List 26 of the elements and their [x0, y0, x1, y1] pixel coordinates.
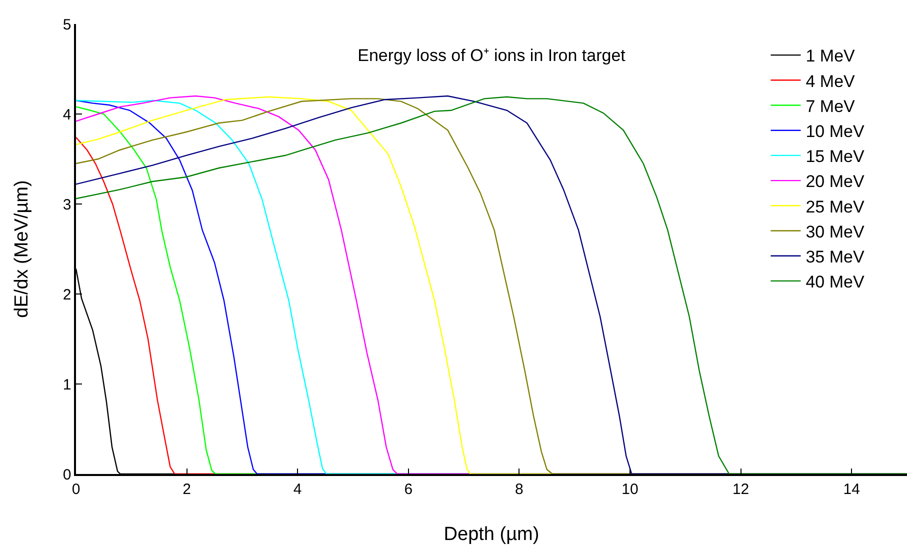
legend-label: 25 MeV — [806, 197, 865, 216]
y-tick-label: 0 — [62, 466, 72, 484]
y-axis-title: dE/dx (MeV/µm) — [12, 180, 32, 318]
x-tick-label: 10 — [622, 480, 638, 498]
legend-label: 30 MeV — [806, 222, 865, 242]
legend-label: 10 MeV — [806, 122, 865, 141]
legend-label: 20 MeV — [806, 172, 865, 192]
y-tick-label: 1 — [62, 376, 72, 394]
text: Energy loss of O⁺ ions in Iron target — [358, 46, 626, 65]
y-tick-label: 4 — [62, 106, 72, 124]
legend-label: 15 MeV — [806, 147, 865, 166]
x-tick-label: 2 — [182, 480, 191, 498]
x-tick-label: 14 — [843, 480, 860, 498]
x-tick-label: 4 — [293, 480, 302, 498]
x-axis-title: Depth (µm) — [444, 524, 540, 545]
x-tick-label: 6 — [404, 480, 413, 498]
y-tick-label: 2 — [62, 286, 72, 304]
legend-label: 1 MeV — [806, 46, 856, 66]
legend-label: 7 MeV — [806, 96, 856, 116]
y-tick-label: 3 — [62, 196, 72, 214]
legend-label: 35 MeV — [806, 247, 865, 266]
x-tick-label: 12 — [732, 480, 750, 498]
x-tick-label: 8 — [515, 480, 524, 498]
legend-label: 4 MeV — [806, 72, 856, 91]
legend-label: 40 MeV — [806, 272, 865, 292]
y-tick-label: 5 — [62, 16, 72, 34]
